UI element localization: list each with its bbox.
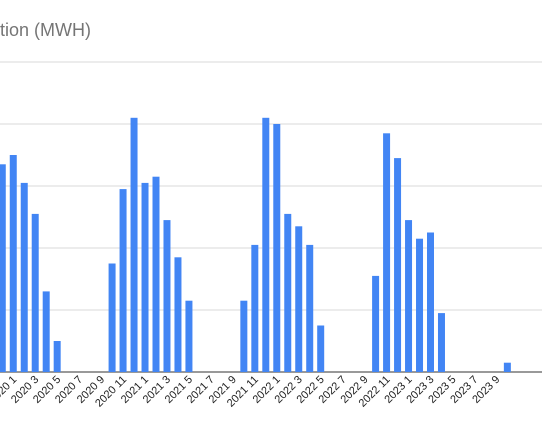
bar (262, 117, 270, 372)
bar (317, 325, 325, 372)
bar (152, 176, 160, 372)
bar (174, 257, 182, 372)
bar (31, 213, 39, 372)
bar (20, 182, 28, 372)
bar (130, 117, 138, 372)
bar (9, 155, 17, 372)
bar (416, 238, 424, 372)
bar (427, 232, 434, 372)
bar (251, 244, 259, 372)
bar (273, 124, 281, 372)
bar (185, 300, 193, 372)
bar (42, 291, 50, 372)
bar (240, 300, 248, 372)
bar (163, 220, 171, 372)
bar (53, 341, 61, 372)
bar (437, 313, 445, 372)
bar (394, 158, 402, 372)
bar (503, 362, 511, 372)
bar (306, 244, 314, 372)
bar (372, 275, 380, 372)
bar (119, 189, 127, 372)
bar (295, 226, 303, 372)
bar (141, 182, 149, 372)
bar (383, 133, 391, 372)
chart-title: tion (MWH) (0, 20, 91, 40)
bar (284, 213, 292, 372)
bar (405, 220, 413, 372)
bar (108, 263, 116, 372)
bar (0, 164, 6, 372)
